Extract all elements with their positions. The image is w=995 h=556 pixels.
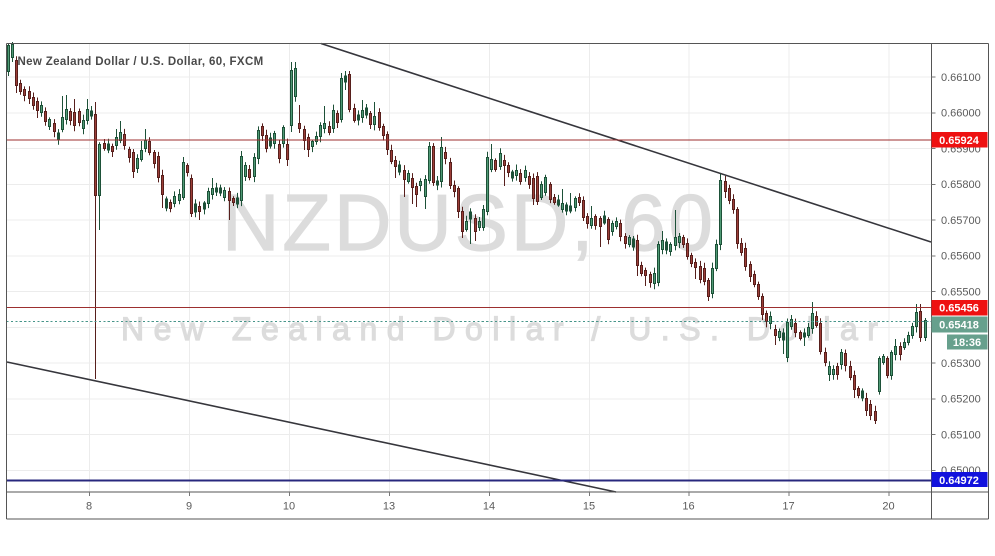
svg-text:0.65924: 0.65924	[939, 135, 980, 147]
svg-text:0.65600: 0.65600	[941, 251, 981, 263]
svg-text:0.65100: 0.65100	[941, 429, 981, 441]
svg-text:15: 15	[583, 501, 595, 513]
svg-text:8: 8	[86, 501, 92, 513]
svg-text:10: 10	[283, 501, 295, 513]
svg-text:20: 20	[882, 501, 894, 513]
svg-text:0.65500: 0.65500	[941, 286, 981, 298]
svg-text:0.65700: 0.65700	[941, 215, 981, 227]
svg-text:0.65800: 0.65800	[941, 179, 981, 191]
svg-text:16: 16	[682, 501, 694, 513]
svg-text:0.65418: 0.65418	[939, 320, 979, 332]
svg-text:18:36: 18:36	[953, 337, 981, 349]
svg-text:0.66100: 0.66100	[941, 72, 981, 84]
svg-text:0.65456: 0.65456	[939, 303, 979, 315]
svg-text:14: 14	[483, 501, 495, 513]
svg-text:9: 9	[186, 501, 192, 513]
svg-text:17: 17	[782, 501, 794, 513]
svg-text:New Zealand Dollar / U.S. Doll: New Zealand Dollar / U.S. Dollar	[121, 311, 887, 347]
svg-text:13: 13	[383, 501, 395, 513]
svg-text:0.64972: 0.64972	[939, 475, 979, 487]
svg-text:0.65200: 0.65200	[941, 394, 981, 406]
svg-text:0.66000: 0.66000	[941, 108, 981, 120]
svg-text:NZDUSD, 60: NZDUSD, 60	[222, 178, 716, 267]
svg-text:0.65300: 0.65300	[941, 358, 981, 370]
svg-text:New Zealand Dollar / U.S. Doll: New Zealand Dollar / U.S. Dollar, 60, FX…	[18, 56, 264, 68]
